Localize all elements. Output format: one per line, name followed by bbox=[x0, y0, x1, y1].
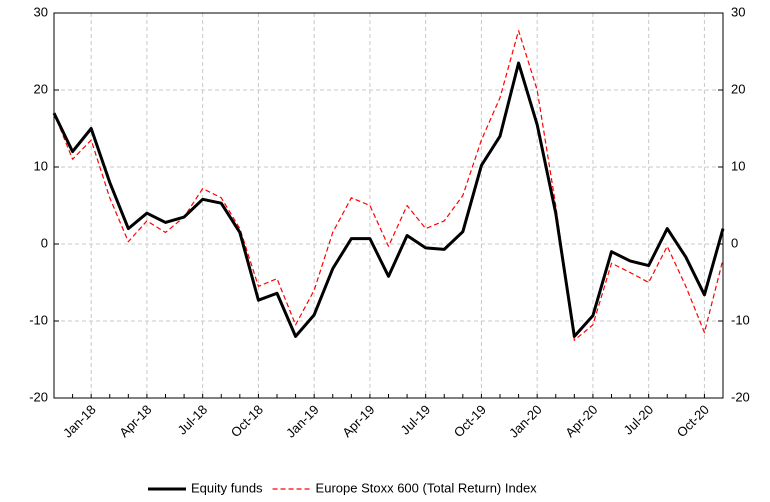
y-tick-label: 30 bbox=[34, 4, 48, 19]
series-line bbox=[53, 30, 724, 341]
y2-tick-label: 30 bbox=[731, 4, 745, 19]
x-tick-label: Oct-18 bbox=[228, 402, 266, 440]
y2-tick-label: 0 bbox=[731, 235, 738, 250]
plot-frame bbox=[53, 12, 724, 399]
x-tick-label: Oct-19 bbox=[451, 402, 489, 440]
y2-tick-label: 10 bbox=[731, 158, 745, 173]
series-line bbox=[52, 61, 725, 338]
legend-label: Equity funds bbox=[191, 480, 263, 495]
y2-tick-label: -10 bbox=[731, 312, 750, 327]
x-tick-label: Apr-18 bbox=[116, 402, 154, 440]
y-tick-label: -20 bbox=[29, 389, 48, 404]
y2-tick-label: -20 bbox=[731, 389, 750, 404]
legend-label: Europe Stoxx 600 (Total Return) Index bbox=[316, 480, 538, 495]
legend: Equity funds Europe Stoxx 600 (Total Retu… bbox=[148, 480, 537, 495]
y-tick-label: -10 bbox=[29, 312, 48, 327]
x-tick-label: Jul-20 bbox=[621, 402, 657, 438]
x-tick-label: Jan-20 bbox=[506, 402, 545, 441]
x-tick-label: Oct-20 bbox=[674, 402, 712, 440]
x-tick-label: Jul-18 bbox=[175, 402, 211, 438]
y-tick-label: 0 bbox=[41, 235, 48, 250]
y2-tick-label: 20 bbox=[731, 81, 745, 96]
x-tick-label: Apr-19 bbox=[339, 402, 377, 440]
x-tick-label: Jan-18 bbox=[60, 402, 99, 441]
x-tick-label: Apr-20 bbox=[562, 402, 600, 440]
y-tick-label: 20 bbox=[34, 81, 48, 96]
y-tick-label: 10 bbox=[34, 158, 48, 173]
x-tick-label: Jul-19 bbox=[398, 402, 434, 438]
x-tick-label: Jan-19 bbox=[283, 402, 322, 441]
